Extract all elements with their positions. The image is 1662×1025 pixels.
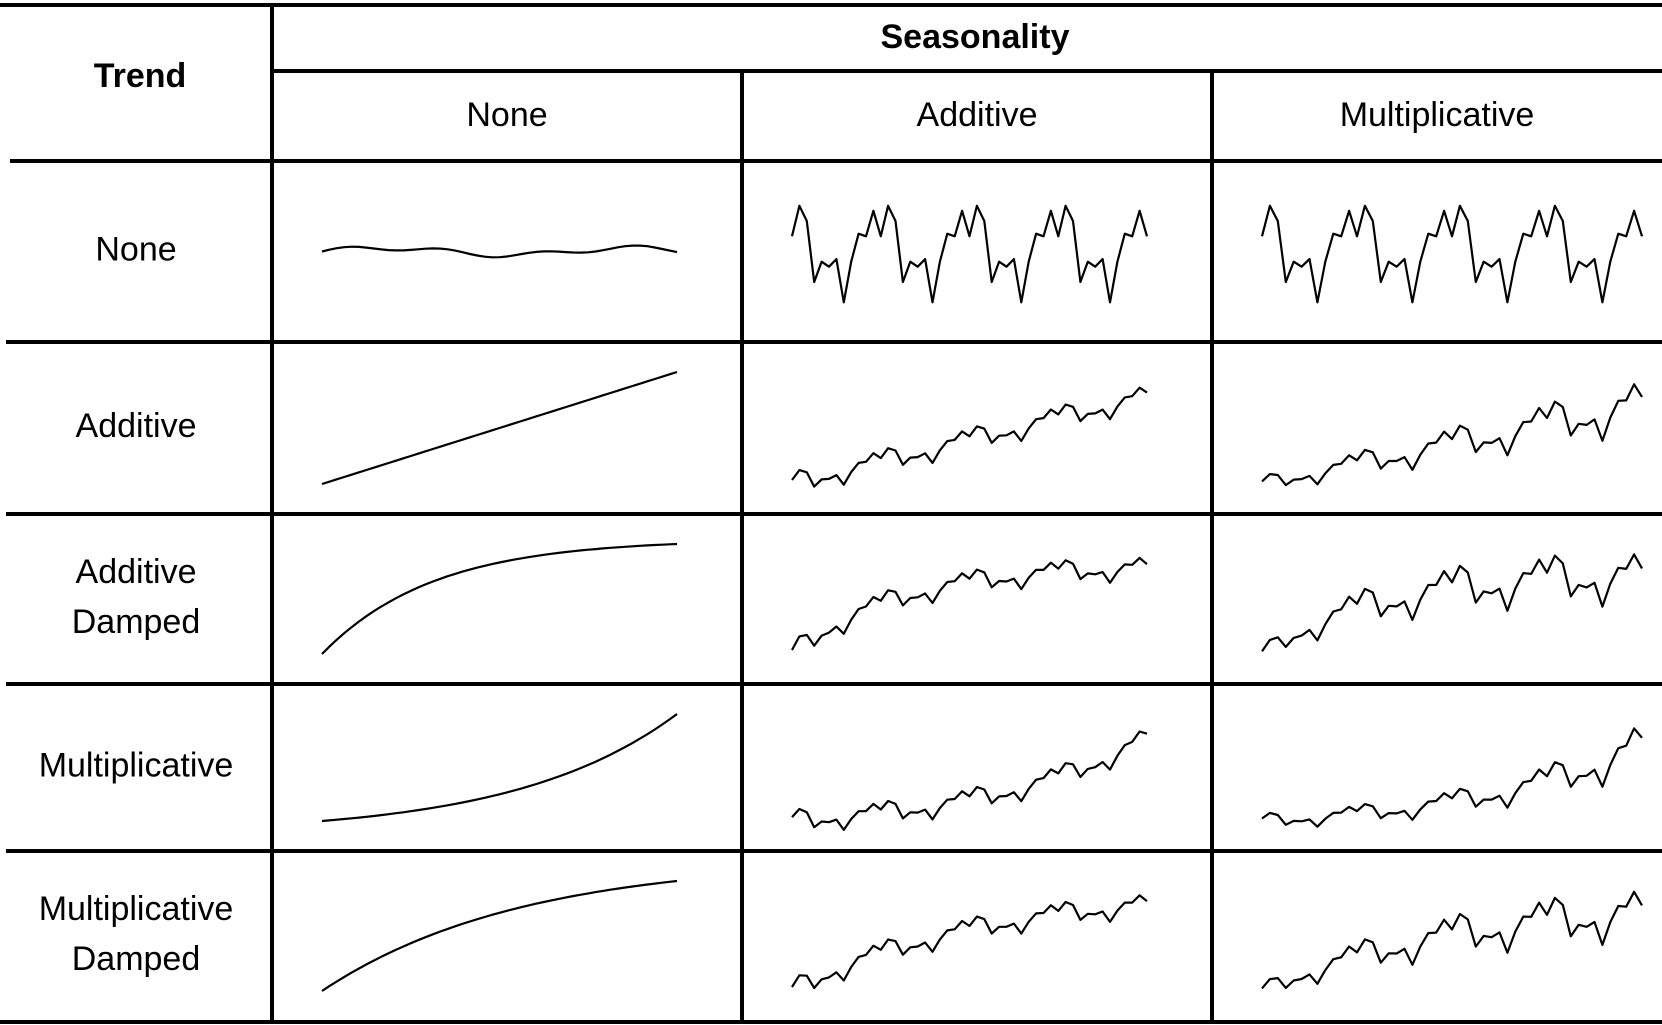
trend-row-label: Multiplicative — [39, 746, 234, 784]
trend-row-label: Damped — [72, 603, 201, 641]
sparkline — [1260, 204, 1644, 304]
sparkline — [791, 730, 1148, 831]
seasonality-column-header: None — [466, 96, 547, 134]
sparkline — [1261, 890, 1643, 990]
sparkline — [790, 204, 1149, 304]
seasonality-column-header: Additive — [917, 96, 1038, 134]
sparkline — [321, 370, 678, 486]
seasonality-column-header: Multiplicative — [1340, 96, 1535, 134]
seasonality-header: Seasonality — [881, 18, 1070, 56]
trend-row-label: Damped — [72, 940, 201, 978]
sparkline — [1261, 383, 1643, 487]
trend-row-label: Additive — [76, 553, 197, 591]
sparkline — [791, 556, 1148, 651]
trend-row-label: Additive — [76, 407, 197, 445]
sparkline — [321, 244, 678, 259]
trend-header: Trend — [94, 57, 187, 95]
sparkline — [321, 879, 678, 992]
sparkline — [321, 713, 678, 823]
table-rules — [0, 3, 1662, 1024]
sparkline — [1261, 727, 1643, 828]
sparkline — [1261, 553, 1643, 653]
trend-row-label: None — [95, 230, 176, 268]
sparkline — [791, 386, 1148, 488]
sparkline — [791, 894, 1148, 990]
trend-row-label: Multiplicative — [39, 890, 234, 928]
sparkline — [321, 542, 678, 655]
